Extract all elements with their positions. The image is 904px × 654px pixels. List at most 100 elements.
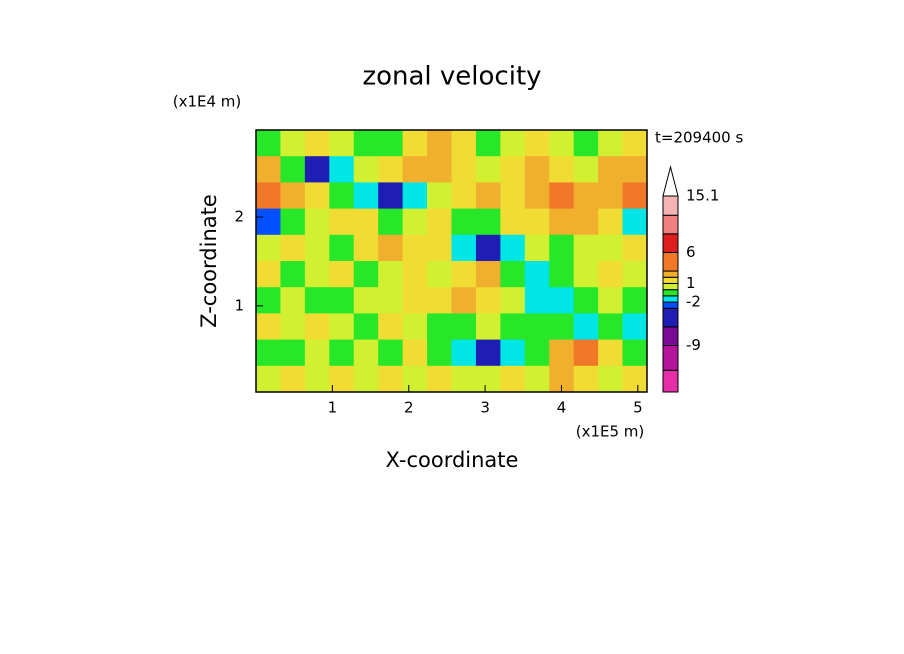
contour-cell <box>549 339 575 367</box>
contour-cell <box>378 261 404 288</box>
contour-cell <box>622 130 648 157</box>
contour-cell <box>378 313 404 341</box>
y-unit: (x1E4 m) <box>173 93 242 111</box>
contour-cell <box>524 365 550 393</box>
x-tick-label: 4 <box>557 399 567 417</box>
contour-cell <box>524 182 550 210</box>
contour-cell <box>573 156 599 183</box>
contour-cell <box>475 339 501 367</box>
contour-cell <box>451 130 477 157</box>
contour-cell <box>280 156 306 183</box>
contour-cell <box>598 365 624 393</box>
contour-cell <box>622 339 648 367</box>
contour-cell <box>256 156 281 183</box>
contour-cell <box>427 182 452 210</box>
contour-cell <box>500 182 526 210</box>
colorbar-box <box>662 251 679 272</box>
contour-cell <box>598 156 624 183</box>
contour-cell <box>524 156 550 183</box>
contour-cell <box>475 208 501 236</box>
contour-cell <box>402 261 428 288</box>
contour-cell <box>256 130 281 157</box>
colorbar-box <box>662 276 679 284</box>
contour-cell <box>573 234 599 262</box>
contour-cell <box>573 313 599 341</box>
contour-cell <box>451 287 477 314</box>
contour-cell <box>329 313 355 341</box>
contour-cell <box>280 287 306 314</box>
time-annotation: t=209400 s <box>655 129 743 147</box>
colorbar-label: -2 <box>686 293 701 311</box>
contour-cell <box>378 182 404 210</box>
contour-cell <box>549 261 575 288</box>
contour-cell <box>353 313 379 341</box>
colorbar-over <box>662 165 679 197</box>
contour-cell <box>622 313 648 341</box>
contour-cell <box>598 339 624 367</box>
contour-cell <box>622 261 648 288</box>
contour-cell <box>353 234 379 262</box>
contour-cell <box>500 130 526 157</box>
contour-cell <box>549 130 575 157</box>
contour-cell <box>402 313 428 341</box>
contour-cell <box>329 156 355 183</box>
contour-cell <box>304 234 330 262</box>
contour-cell <box>475 365 501 393</box>
contour-cell <box>549 313 575 341</box>
contour-cell <box>598 313 624 341</box>
contour-cell <box>451 313 477 341</box>
contour-cell <box>427 339 452 367</box>
contour-cell <box>451 365 477 393</box>
contour-cell <box>549 287 575 314</box>
colorbar-box <box>662 282 679 291</box>
colorbar-box <box>662 326 679 346</box>
contour-cell <box>573 261 599 288</box>
contour-cell <box>256 313 281 341</box>
contour-cell <box>524 339 550 367</box>
contour-cell <box>329 208 355 236</box>
contour-cell <box>500 313 526 341</box>
contour-cell <box>427 208 452 236</box>
contour-cell <box>378 287 404 314</box>
contour-cell <box>598 287 624 314</box>
contour-cell <box>427 156 452 183</box>
contour-cell <box>427 234 452 262</box>
contour-cell <box>280 130 306 157</box>
contour-cell <box>451 182 477 210</box>
contour-cell <box>573 287 599 314</box>
colorbar-box <box>662 289 679 297</box>
contour-cell <box>451 208 477 236</box>
contour-cell <box>524 208 550 236</box>
contour-cell <box>475 182 501 210</box>
contour-cell <box>451 339 477 367</box>
contour-cell <box>329 234 355 262</box>
contour-cell <box>524 287 550 314</box>
contour-cell <box>500 339 526 367</box>
contour-cell <box>256 182 281 210</box>
contour-cell <box>500 261 526 288</box>
contour-cell <box>378 365 404 393</box>
contour-cell <box>475 130 501 157</box>
contour-cell <box>378 234 404 262</box>
chart-title: zonal velocity <box>362 62 541 92</box>
contour-cell <box>402 182 428 210</box>
contour-cell <box>304 182 330 210</box>
contour-cell <box>500 365 526 393</box>
colorbar-box <box>662 301 679 309</box>
contour-cell <box>427 287 452 314</box>
contour-cell <box>427 130 452 157</box>
contour-cell <box>353 365 379 393</box>
contour-cell <box>402 365 428 393</box>
contour-cell <box>427 365 452 393</box>
contour-cell <box>304 130 330 157</box>
colorbar-box <box>662 295 679 303</box>
contour-cell <box>304 208 330 236</box>
contour-cell <box>378 130 404 157</box>
contour-cell <box>329 339 355 367</box>
colorbar-box <box>662 344 679 371</box>
contour-cell <box>402 339 428 367</box>
contour-cell <box>280 182 306 210</box>
colorbar-label: 15.1 <box>686 187 719 205</box>
contour-cell <box>451 234 477 262</box>
y-tick-label: 2 <box>234 208 244 226</box>
